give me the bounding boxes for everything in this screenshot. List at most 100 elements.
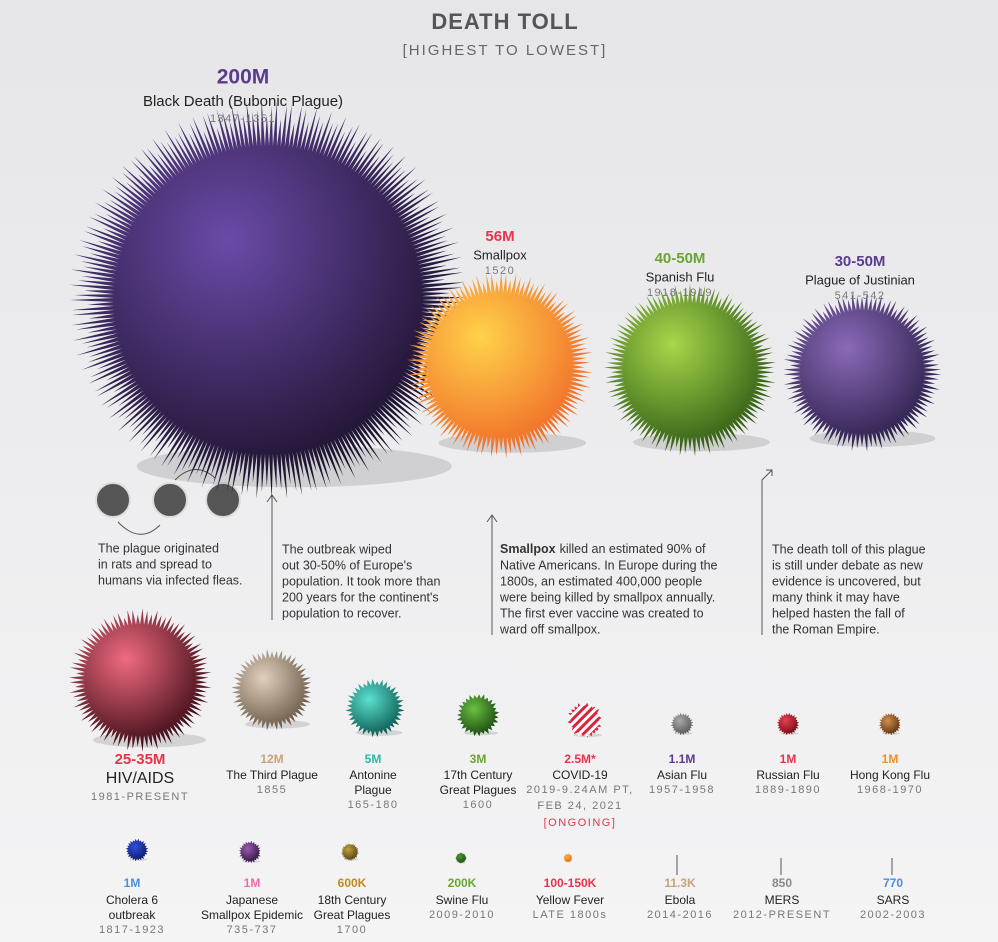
note-line: is still under debate as new xyxy=(772,558,924,572)
virus-bubble xyxy=(457,694,500,737)
name: COVID-19 xyxy=(552,768,608,782)
value: 200K xyxy=(448,876,477,890)
years: 1817-1923 xyxy=(99,924,165,936)
name: 17th Century xyxy=(444,768,513,782)
name: Smallpox xyxy=(473,247,527,262)
value: 30-50M xyxy=(835,253,886,270)
years: 1968-1970 xyxy=(857,784,923,796)
name: The Third Plague xyxy=(226,768,318,782)
name: Spanish Flu xyxy=(646,269,715,284)
arrow xyxy=(266,494,278,620)
name: Cholera 6 xyxy=(106,893,158,907)
name: MERS xyxy=(765,893,800,907)
value: 25-35M xyxy=(115,751,166,768)
tick-lines xyxy=(676,855,893,875)
virus-bubble xyxy=(125,838,149,862)
value: 1M xyxy=(124,876,141,890)
rat-icon xyxy=(95,482,131,518)
note-line: evidence is uncovered, but xyxy=(772,574,921,588)
flea-icon xyxy=(152,482,188,518)
name: Great Plagues xyxy=(314,908,391,922)
years: 1700 xyxy=(337,924,367,936)
note-line: 1800s, an estimated 400,000 people xyxy=(500,574,702,588)
years: 1957-1958 xyxy=(649,784,715,796)
note-line: Native Americans. In Europe during the xyxy=(500,558,718,572)
virus-bubble xyxy=(406,272,593,459)
value: 11.3K xyxy=(664,876,696,890)
name: outbreak xyxy=(109,908,157,922)
name: Russian Flu xyxy=(756,768,819,782)
name: 18th Century xyxy=(318,893,387,907)
shadow xyxy=(355,729,403,736)
name: Hong Kong Flu xyxy=(850,768,930,782)
value: 850 xyxy=(772,876,792,890)
value: 3M xyxy=(470,752,487,766)
virus-bubble xyxy=(69,608,212,752)
virus-bubble xyxy=(603,283,776,457)
note-bold: Smallpox xyxy=(500,542,556,556)
years: 2009-2010 xyxy=(429,909,495,921)
note-line: The death toll of this plague xyxy=(772,542,926,556)
decorations xyxy=(95,469,893,875)
note-line: The outbreak wiped xyxy=(282,542,392,556)
note-text: killed an estimated 90% of xyxy=(560,542,706,556)
name: Black Death (Bubonic Plague) xyxy=(143,93,343,110)
name: Swine Flu xyxy=(436,893,489,907)
note-line: helped hasten the fall of xyxy=(772,606,905,620)
note-line: were being killed by smallpox annually. xyxy=(499,590,715,604)
value: 56M xyxy=(485,228,514,245)
arrow xyxy=(486,514,498,635)
years: 165-180 xyxy=(348,799,399,811)
virus-bubble xyxy=(345,678,405,738)
years: 735-737 xyxy=(227,924,278,936)
virus-bubble xyxy=(455,852,467,864)
years: 1520 xyxy=(485,265,515,277)
note-line: population to recover. xyxy=(282,606,402,620)
skull-icon xyxy=(205,482,241,518)
years: 1347-1351 xyxy=(210,113,276,125)
virus-bubble xyxy=(69,100,467,500)
name: HIV/AIDS xyxy=(106,770,174,787)
name: Plague of Justinian xyxy=(805,272,915,287)
arrow xyxy=(761,469,773,635)
virus-bubble xyxy=(563,853,573,863)
arrow xyxy=(174,469,216,481)
value: 12M xyxy=(260,752,283,766)
years: 1855 xyxy=(257,784,287,796)
note-line: Smallpox killed an estimated 90% of xyxy=(500,542,706,556)
note-line: 200 years for the continent's xyxy=(282,590,439,604)
name: SARS xyxy=(877,893,910,907)
note-line: The first ever vaccine was created to xyxy=(500,606,704,620)
years: 2012-PRESENT xyxy=(733,909,831,921)
note-line: in rats and spread to xyxy=(98,557,212,571)
value: 40-50M xyxy=(655,250,706,267)
virus-bubble xyxy=(231,649,312,731)
name: Smallpox Epidemic xyxy=(201,908,303,922)
note-line: The plague originated xyxy=(98,541,219,555)
note-line: humans via infected fleas. xyxy=(98,573,243,587)
name: Japanese xyxy=(226,893,278,907)
note-line: ward off smallpox. xyxy=(499,622,601,636)
note-line: out 30-50% of Europe's xyxy=(282,558,412,572)
virus-bubble xyxy=(670,712,694,736)
title: DEATH TOLL xyxy=(431,9,578,34)
name: Great Plagues xyxy=(440,783,517,797)
years: FEB 24, 2021 xyxy=(537,800,622,812)
value: 770 xyxy=(883,876,903,890)
name: Antonine xyxy=(349,768,397,782)
value: 5M xyxy=(365,752,382,766)
value: 1M xyxy=(780,752,797,766)
status: [ONGOING] xyxy=(544,817,617,829)
virus-bubble xyxy=(567,702,602,738)
value: 200M xyxy=(217,66,270,89)
value: 1M xyxy=(882,752,899,766)
name: Asian Flu xyxy=(657,768,707,782)
value: 100-150K xyxy=(544,876,597,890)
years: 2014-2016 xyxy=(647,909,713,921)
name: Ebola xyxy=(665,893,696,907)
note-line: many think it may have xyxy=(772,590,900,604)
arrow xyxy=(117,521,161,535)
years: 2019-9.24AM PT, xyxy=(526,784,634,796)
years: LATE 1800s xyxy=(533,909,608,921)
